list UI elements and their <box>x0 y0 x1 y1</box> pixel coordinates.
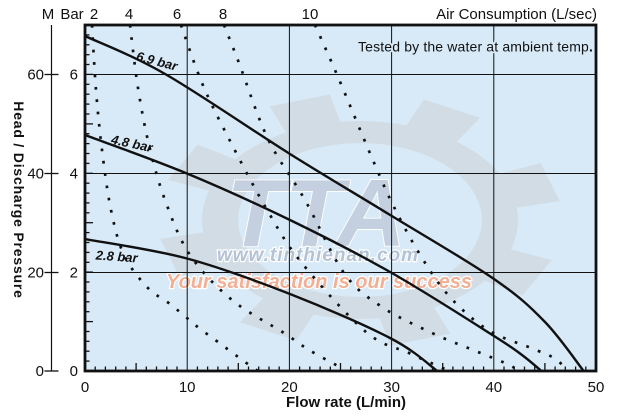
svg-text:10: 10 <box>302 6 319 23</box>
svg-text:60: 60 <box>27 67 44 84</box>
svg-text:Air Consumption (L/sec): Air Consumption (L/sec) <box>436 6 597 23</box>
svg-text:20: 20 <box>281 379 298 396</box>
svg-text:6: 6 <box>173 6 181 23</box>
svg-text:0: 0 <box>81 379 89 396</box>
svg-text:M: M <box>42 6 55 23</box>
svg-text:www.tinthienan.com: www.tinthienan.com <box>217 245 419 266</box>
svg-text:TTA: TTA <box>226 160 405 267</box>
svg-text:50: 50 <box>588 379 605 396</box>
svg-text:Head / Discharge Pressure: Head / Discharge Pressure <box>11 101 27 298</box>
svg-text:30: 30 <box>383 379 400 396</box>
svg-text:2: 2 <box>90 6 98 23</box>
svg-text:6: 6 <box>70 67 78 84</box>
svg-text:10: 10 <box>179 379 196 396</box>
svg-text:0: 0 <box>70 363 78 380</box>
svg-text:0: 0 <box>36 363 44 380</box>
svg-text:Flow rate (L/min): Flow rate (L/min) <box>286 394 406 411</box>
svg-text:40: 40 <box>485 379 502 396</box>
svg-text:Tested by the water at ambient: Tested by the water at ambient temp. <box>358 39 593 55</box>
svg-text:Bar: Bar <box>60 6 83 23</box>
svg-text:8: 8 <box>219 6 227 23</box>
svg-text:2.8 bar: 2.8 bar <box>94 247 139 265</box>
svg-text:4: 4 <box>70 166 78 183</box>
svg-text:4: 4 <box>125 6 133 23</box>
svg-text:40: 40 <box>27 166 44 183</box>
svg-text:2: 2 <box>70 265 78 282</box>
svg-text:20: 20 <box>27 265 44 282</box>
